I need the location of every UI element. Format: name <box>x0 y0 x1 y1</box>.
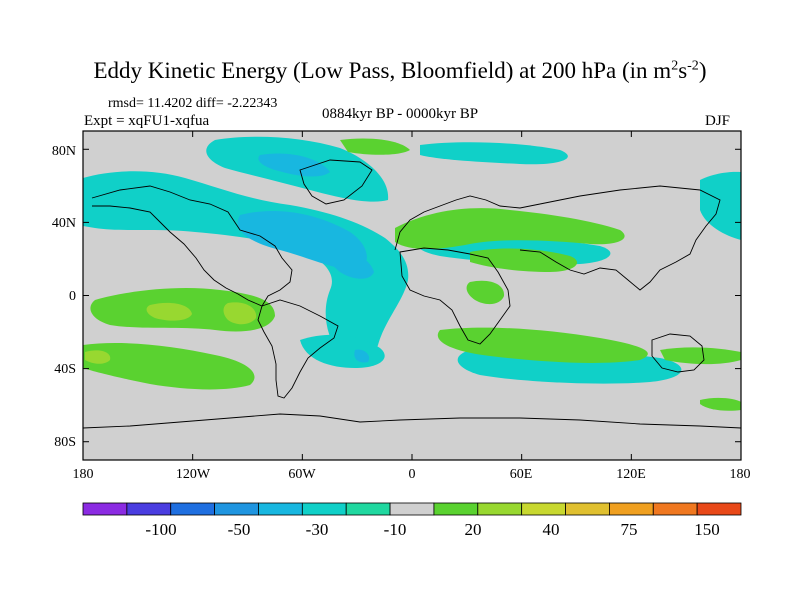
coast-south-america <box>257 299 339 399</box>
arctic-core <box>258 153 330 177</box>
strong-positive-fields <box>85 302 257 364</box>
east-pacific-cyan <box>700 171 741 240</box>
pacific-core-1 <box>146 302 192 321</box>
colorbar-label-6: 40 <box>542 520 560 539</box>
africa-green <box>466 280 505 305</box>
strong-negative-fields <box>237 153 374 363</box>
title-end: ) <box>698 58 707 83</box>
south-pacific-core <box>85 350 111 364</box>
colorbar-swatch <box>521 502 566 516</box>
colorbar-swatch <box>433 502 479 516</box>
lat-label-40s: 40S <box>54 362 76 377</box>
coast-australia <box>651 333 705 373</box>
coast-north-america <box>91 185 293 307</box>
lon-label-120w: 120W <box>175 467 211 482</box>
colorbar-swatch <box>170 502 216 516</box>
arctic-green <box>340 138 410 155</box>
coast-africa <box>399 247 511 345</box>
colorbar-swatch <box>696 502 742 516</box>
experiment-label: Expt = xqFU1-xqfua <box>84 113 210 129</box>
colorbar-label-1: -100 <box>145 520 177 539</box>
north-polar-cap <box>420 142 568 165</box>
lon-label-60w: 60W <box>288 467 316 482</box>
south-atlantic-green <box>437 327 648 363</box>
south-pacific-band <box>83 343 255 390</box>
colorbar-swatch <box>301 502 347 516</box>
colorbar-swatch <box>82 502 128 516</box>
lon-label-120e: 120E <box>616 467 646 482</box>
north-atlantic-band <box>83 171 409 363</box>
colorbar-swatch <box>214 502 259 516</box>
map-area <box>83 131 741 460</box>
tasman-green <box>700 397 741 411</box>
figure-title: Eddy Kinetic Energy (Low Pass, Bloomfiel… <box>0 58 800 84</box>
pacific-core-2 <box>223 302 257 325</box>
axis-ticks <box>82 131 742 460</box>
lat-label-40n: 40N <box>51 216 76 231</box>
coast-greenland <box>299 159 373 205</box>
lon-label-180w: 180 <box>72 467 94 482</box>
australia-green <box>660 347 741 365</box>
north-africa-band <box>470 248 578 272</box>
east-atlantic-core <box>328 249 374 279</box>
colorbar-swatch <box>477 502 523 516</box>
colorbar-swatch <box>258 502 303 516</box>
coastlines <box>83 159 741 429</box>
colorbar-swatch <box>345 502 391 516</box>
coast-europe <box>394 195 541 251</box>
lat-label-80n: 80N <box>51 144 76 159</box>
colorbar-label-2: -50 <box>227 520 251 539</box>
title-text: Eddy Kinetic Energy (Low Pass, Bloomfiel… <box>93 58 672 83</box>
title-sup-1: 2 <box>671 58 679 74</box>
mediterranean-band <box>395 208 625 249</box>
coast-antarctica <box>83 413 741 429</box>
period-label: 0884kyr BP - 0000kyr BP <box>322 106 479 122</box>
colorbar-label-8: 150 <box>694 520 720 539</box>
colorbar-label-7: 75 <box>620 520 638 539</box>
colorbar-swatch <box>126 502 172 516</box>
lat-label-80s: 80S <box>54 435 76 450</box>
lon-label-180e: 180 <box>729 467 751 482</box>
colorbar-swatch <box>389 502 435 516</box>
lat-label-equator: 0 <box>69 289 76 304</box>
rmsd-diff-text: rmsd= 11.4202 diff= -2.22343 <box>108 96 278 111</box>
south-core <box>354 349 370 363</box>
title-sup-2: -2 <box>687 58 699 74</box>
colorbar-swatch <box>652 502 698 516</box>
title-s: s <box>678 58 688 83</box>
colorbar-label-4: -10 <box>383 520 407 539</box>
colorbar-label-5: 20 <box>464 520 482 539</box>
colorbar-swatch <box>565 502 610 516</box>
lon-label-0: 0 <box>408 467 416 482</box>
lon-label-60e: 60E <box>509 467 533 482</box>
coast-asia <box>519 185 721 291</box>
colorbar <box>82 502 742 516</box>
colorbar-label-3: -30 <box>305 520 329 539</box>
colorbar-swatch <box>609 502 654 516</box>
season-label: DJF <box>705 113 731 129</box>
